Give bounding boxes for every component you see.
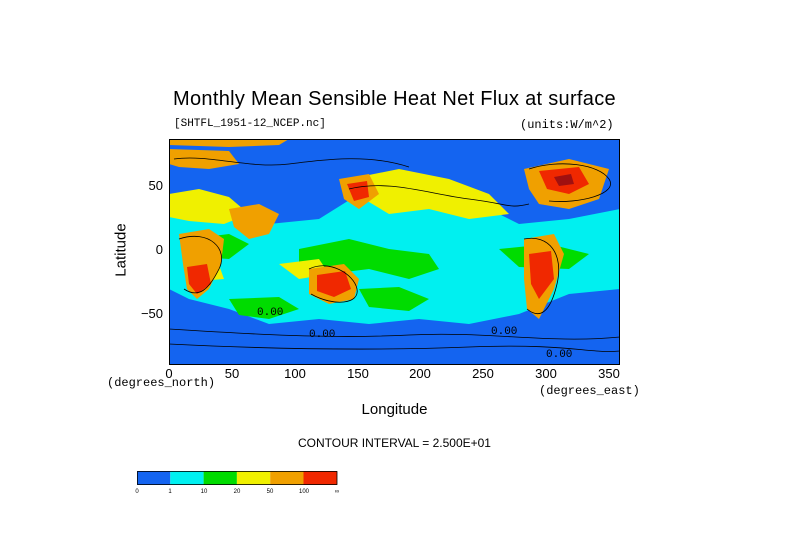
legend-swatch: [203, 471, 237, 485]
contour-value-label: 0.00: [491, 326, 517, 338]
contour-value-label: 0.00: [546, 349, 572, 361]
legend-label: 50: [266, 489, 274, 495]
x-unit-right: (degrees_east): [539, 384, 640, 398]
legend-swatch: [303, 471, 337, 485]
green-patch: [229, 297, 299, 319]
contour-line: [523, 237, 560, 314]
south-america-hotspot: [529, 251, 554, 299]
color-legend: [137, 471, 338, 485]
contour-line: [348, 185, 530, 207]
contour-line: [169, 343, 620, 352]
y-tick-label: −50: [140, 306, 163, 321]
x-tick-label: 250: [472, 366, 494, 381]
map-frame: [169, 139, 620, 365]
y-tick-label: 0: [155, 242, 163, 257]
legend-label: 20: [233, 489, 241, 495]
file-label: [SHTFL_1951-12_NCEP.nc]: [174, 118, 326, 130]
contour-line: [528, 163, 611, 202]
units-label: (units:W/m^2): [520, 118, 614, 132]
legend-label: 100: [298, 489, 310, 495]
x-tick-label: 0: [165, 366, 173, 381]
eurasia-coast: [169, 149, 239, 169]
contour-interval-label: CONTOUR INTERVAL = 2.500E+01: [298, 436, 491, 450]
legend-swatch: [236, 471, 271, 485]
legend-frame: [137, 471, 338, 485]
africa-hotspot: [187, 264, 211, 294]
x-tick-label: 300: [535, 366, 557, 381]
legend-swatch: [170, 471, 204, 485]
chart-title: Monthly Mean Sensible Heat Net Flux at s…: [173, 88, 616, 110]
contour-line: [178, 235, 222, 294]
x-tick-label: 50: [224, 366, 240, 381]
x-tick-label: 200: [409, 366, 431, 381]
yellow-region: [349, 169, 509, 219]
legend-label: 0: [135, 489, 139, 495]
y-tick-label: 50: [148, 178, 163, 193]
x-unit-left: (degrees_north): [107, 376, 216, 390]
x-axis-label: Longitude: [361, 401, 428, 418]
india-region: [229, 204, 279, 239]
legend-label: 10: [200, 489, 208, 495]
contour-line: [308, 265, 358, 303]
contour-value-label: 0.00: [309, 329, 335, 341]
legend-swatch: [270, 471, 304, 485]
x-tick-label: 350: [598, 366, 620, 381]
legend-label: 1: [168, 489, 172, 495]
contour-line: [169, 328, 620, 340]
asia-hotspot: [347, 181, 369, 201]
contour-line: [173, 157, 410, 168]
dark-hotspot: [554, 174, 574, 186]
x-tick-label: 150: [347, 366, 369, 381]
contour-value-label: 0.00: [257, 307, 283, 319]
australia-hotspot: [317, 271, 351, 297]
arctic-coast: [169, 139, 289, 147]
green-patch: [359, 287, 429, 311]
yellow-region: [169, 189, 249, 224]
legend-label: ∞: [334, 489, 340, 495]
map-plot: 0.00 0.00 0.00 0.00: [169, 139, 620, 365]
x-tick-label: 100: [284, 366, 306, 381]
legend-swatch: [137, 471, 171, 485]
